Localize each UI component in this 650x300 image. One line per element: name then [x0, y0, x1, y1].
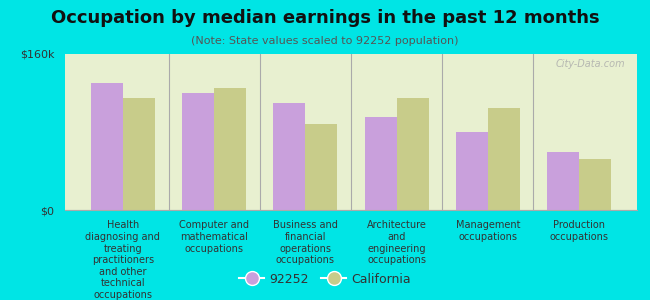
Bar — [547, 152, 579, 210]
Bar — [274, 103, 305, 210]
Bar — [579, 159, 611, 210]
Bar — [306, 124, 337, 210]
Bar — [456, 132, 488, 210]
Bar — [365, 117, 396, 210]
Bar — [123, 98, 155, 210]
Bar — [396, 98, 428, 210]
Bar — [182, 93, 214, 210]
Legend: 92252, California: 92252, California — [234, 268, 416, 291]
Text: Occupation by median earnings in the past 12 months: Occupation by median earnings in the pas… — [51, 9, 599, 27]
Text: City-Data.com: City-Data.com — [556, 59, 625, 69]
Text: (Note: State values scaled to 92252 population): (Note: State values scaled to 92252 popu… — [191, 36, 459, 46]
Bar — [91, 83, 123, 210]
Bar — [488, 108, 520, 210]
Bar — [214, 88, 246, 210]
